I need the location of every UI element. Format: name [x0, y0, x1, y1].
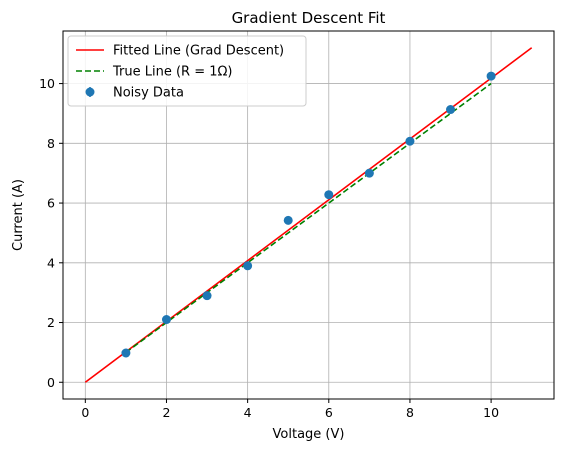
- data-point: [161, 315, 171, 325]
- series-layer: [84, 47, 533, 383]
- x-tick-label: 8: [406, 405, 414, 420]
- data-point: [324, 190, 334, 200]
- ticks-layer: 0 2 4 6 8 10 0 2 4 6 8 10: [39, 76, 499, 420]
- y-tick-label: 10: [39, 76, 55, 91]
- data-point: [446, 105, 456, 115]
- data-point: [121, 348, 131, 358]
- legend-swatch-noisy-data: [85, 87, 95, 97]
- data-point: [243, 261, 253, 271]
- y-axis-label: Current (A): [11, 179, 26, 251]
- legend-label-noisy-data: Noisy Data: [113, 86, 184, 101]
- y-tick-label: 8: [47, 136, 55, 151]
- legend: Fitted Line (Grad Descent) True Line (R …: [67, 35, 307, 107]
- x-tick-label: 2: [162, 405, 170, 420]
- x-tick-label: 10: [483, 405, 499, 420]
- chart-title: Gradient Descent Fit: [232, 9, 386, 27]
- true-line: [125, 82, 492, 354]
- x-tick-label: 0: [81, 405, 89, 420]
- fitted-line: [84, 47, 533, 383]
- x-tick-label: 6: [325, 405, 333, 420]
- x-axis-label: Voltage (V): [273, 427, 345, 442]
- x-tick-label: 4: [244, 405, 252, 420]
- data-point: [202, 291, 212, 301]
- y-tick-label: 4: [47, 255, 55, 270]
- y-tick-label: 6: [47, 196, 55, 211]
- data-point: [486, 71, 496, 81]
- legend-label-true-line: True Line (R = 1Ω): [112, 65, 233, 80]
- data-point: [283, 215, 293, 225]
- plot-frame: [62, 30, 555, 400]
- data-point: [364, 168, 374, 178]
- y-tick-label: 0: [47, 375, 55, 390]
- legend-box: [67, 35, 307, 107]
- legend-label-fitted-line: Fitted Line (Grad Descent): [113, 44, 284, 59]
- y-tick-label: 2: [47, 315, 55, 330]
- data-point: [405, 136, 415, 146]
- legend-marker: [85, 87, 95, 97]
